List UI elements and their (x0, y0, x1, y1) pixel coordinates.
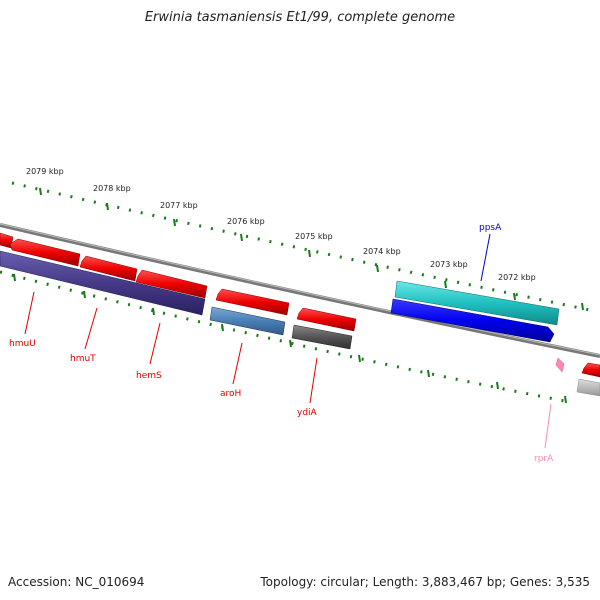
ydiA-reverse-feature[interactable] (291, 324, 353, 350)
ydiA-gene[interactable] (296, 307, 357, 332)
gene-label-aroH: aroH (220, 389, 241, 399)
forward-cds-track (0, 232, 600, 378)
map-title: Erwinia tasmaniensis Et1/99, complete ge… (144, 10, 456, 25)
ppsA-track (390, 280, 560, 343)
label-leaders (24, 233, 552, 449)
tick-label: 2076 kbp (227, 217, 265, 226)
tick-label: 2072 kbp (498, 273, 536, 282)
cds-feature[interactable] (576, 378, 600, 397)
hemS-gene[interactable] (135, 269, 208, 299)
major-ticks-outer (39, 187, 584, 311)
tick-label: 2079 kbp (26, 167, 64, 176)
gene-label-hemS: hemS (136, 371, 162, 381)
tick-label: 2073 kbp (430, 260, 468, 269)
topology-label: Topology: circular; Length: 3,883,467 bp… (260, 575, 590, 589)
tick-label: 2077 kbp (160, 201, 198, 210)
rprA-feature[interactable] (555, 357, 565, 373)
cds-feature[interactable] (0, 232, 14, 249)
major-ticks-inner (13, 273, 567, 404)
hmuT-gene[interactable] (79, 255, 138, 282)
ppsA-feature[interactable] (394, 280, 560, 326)
gene-label-ydiA: ydiA (297, 408, 318, 418)
hmuU-reverse-feature[interactable] (0, 250, 206, 316)
accession-label: Accession: NC_010694 (8, 575, 145, 589)
aroH-gene[interactable] (215, 288, 290, 316)
tick-label: 2078 kbp (93, 184, 131, 193)
gene-label-hmuU: hmuU (9, 339, 36, 349)
aroH-reverse-feature[interactable] (209, 306, 286, 336)
hmuU-gene[interactable] (9, 238, 81, 267)
reverse-cds-track (0, 250, 353, 350)
cds-feature[interactable] (581, 362, 600, 378)
gene-label-hmuT: hmuT (70, 354, 96, 364)
genome-backbone-highlight (0, 223, 600, 356)
genome-backbone (0, 223, 600, 358)
gene-label-ppsA: ppsA (479, 223, 502, 233)
ppsA-gene[interactable] (390, 298, 555, 343)
tick-label: 2074 kbp (363, 247, 401, 256)
tick-label: 2075 kbp (295, 232, 333, 241)
gene-label-rprA: rprA (534, 454, 554, 464)
